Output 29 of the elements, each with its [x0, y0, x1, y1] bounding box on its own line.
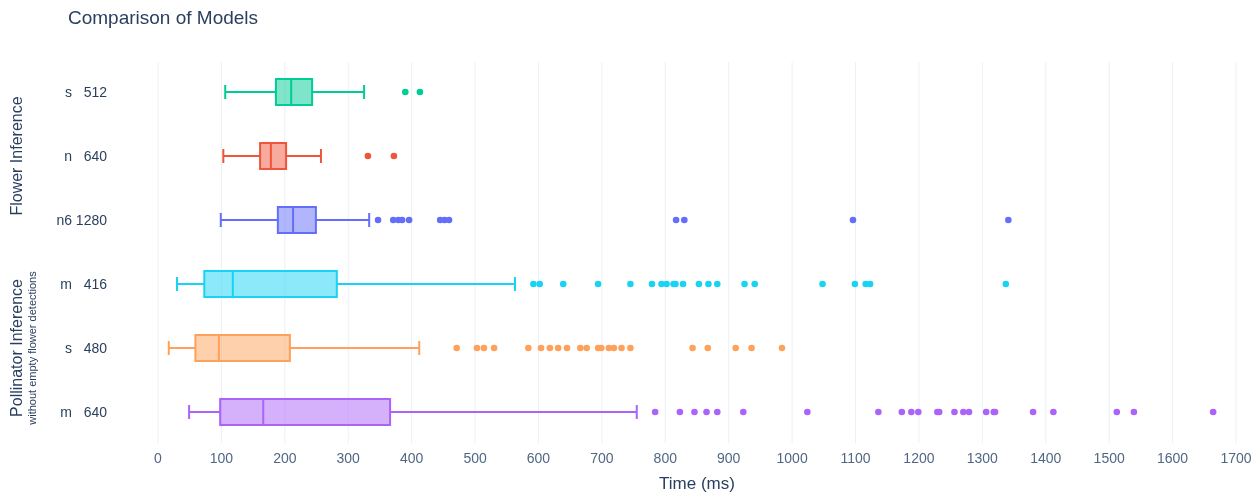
x-tick-label: 200 — [273, 450, 297, 466]
y-tick-label: s 480 — [64, 340, 108, 356]
x-tick-label: 100 — [209, 450, 234, 466]
y-tick-label: n 640 — [64, 148, 108, 164]
x-tick-label: 600 — [526, 450, 551, 466]
x-tick-label: 1500 — [1093, 450, 1125, 466]
y-tick-label: m 640 — [60, 404, 108, 420]
x-tick-label: 500 — [463, 450, 487, 466]
x-tick-label: 700 — [590, 450, 614, 466]
x-tick-label: 1400 — [1030, 450, 1062, 466]
x-tick-label: 1700 — [1220, 450, 1252, 466]
x-axis-title: Time (ms) — [659, 474, 735, 493]
x-tick-label: 1200 — [903, 450, 935, 466]
x-tick-label: 1000 — [776, 450, 808, 466]
y-tick-label: m 416 — [60, 276, 108, 292]
x-tick-label: 300 — [336, 450, 361, 466]
y-tick-label: s 512 — [64, 84, 108, 100]
text: Flower Inference — [8, 96, 25, 216]
x-tick-label: 900 — [717, 450, 741, 466]
chart-title: Comparison of Models — [68, 7, 259, 28]
text: Pollinator Inference — [8, 278, 25, 417]
x-tick-label: 1100 — [840, 450, 871, 466]
x-tick-label: 1600 — [1157, 450, 1189, 466]
x-tick-label: 400 — [399, 450, 424, 466]
x-tick-label: 1300 — [966, 450, 999, 466]
text: without empty flower detections — [26, 270, 38, 426]
x-tick-label: 0 — [154, 450, 163, 466]
y-tick-label: n6 1280 — [56, 212, 108, 228]
x-tick-label: 800 — [653, 450, 678, 466]
